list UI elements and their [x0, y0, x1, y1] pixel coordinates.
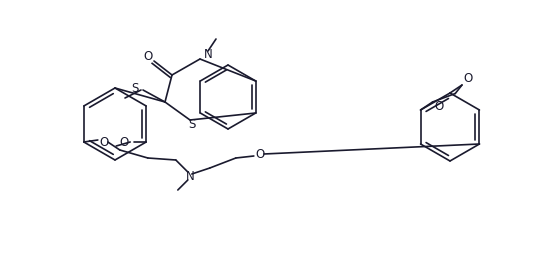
Text: O: O: [99, 135, 109, 149]
Text: O: O: [434, 100, 443, 113]
Text: S: S: [131, 82, 139, 94]
Text: O: O: [143, 50, 153, 63]
Text: N: N: [204, 48, 212, 61]
Text: S: S: [188, 119, 195, 131]
Text: O: O: [120, 135, 129, 149]
Text: O: O: [255, 147, 265, 160]
Text: O: O: [463, 73, 473, 85]
Text: N: N: [186, 171, 194, 184]
